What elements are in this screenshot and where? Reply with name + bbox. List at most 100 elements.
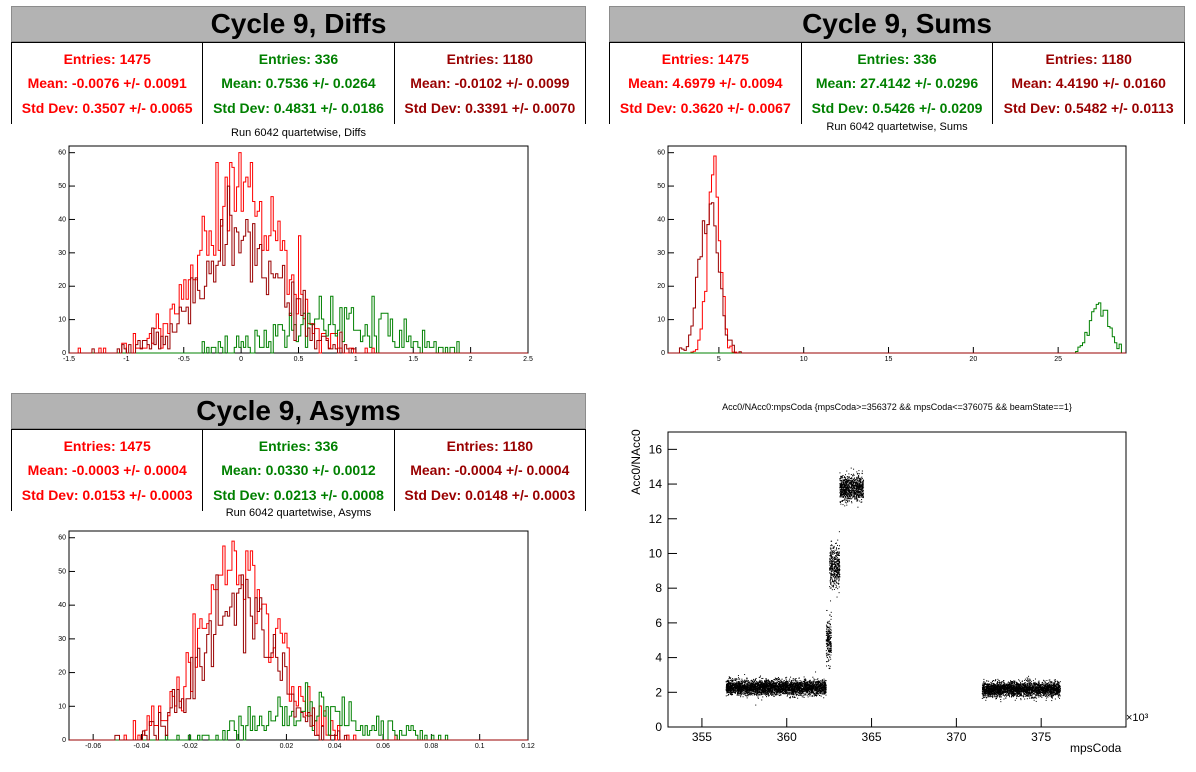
y-tick-label: 20 xyxy=(657,283,665,290)
y-tick-label: 0 xyxy=(62,350,66,357)
entries-label: Entries: 1180 xyxy=(446,438,534,455)
x-tick-label: 365 xyxy=(862,730,882,744)
y-tick-label: 60 xyxy=(657,150,665,157)
x-tick-label: 15 xyxy=(885,356,893,363)
entries-label: Entries: 336 xyxy=(258,51,339,68)
x-tick-label: 375 xyxy=(1031,730,1051,744)
y-tick-label: 12 xyxy=(649,512,663,526)
std-label: Std Dev: 0.5426 +/- 0.0209 xyxy=(811,99,983,116)
mean-label: Mean: -0.0003 +/- 0.0004 xyxy=(27,462,187,479)
x-tick-label: 370 xyxy=(946,730,966,744)
std-label: Std Dev: 0.0213 +/- 0.0008 xyxy=(213,486,384,503)
entries-label: Entries: 1475 xyxy=(63,51,151,68)
y-tick-label: 60 xyxy=(58,535,66,542)
histogram-series-2 xyxy=(69,185,528,354)
y-tick-label: 2 xyxy=(655,685,662,699)
y-tick-label: 30 xyxy=(657,250,665,257)
x-tick-label: 0.06 xyxy=(376,743,390,750)
stats-column: Entries: 1180 Mean: -0.0102 +/- 0.0099 S… xyxy=(395,43,585,124)
y-tick-label: 30 xyxy=(58,250,66,257)
std-label: Std Dev: 0.4831 +/- 0.0186 xyxy=(213,99,384,116)
y-tick-label: 4 xyxy=(655,651,662,665)
x-tick-label: -0.02 xyxy=(182,743,198,750)
y-tick-label: 0 xyxy=(62,737,66,744)
entries-label: Entries: 1180 xyxy=(1045,51,1132,68)
scatter-exponent: ×10³ xyxy=(1126,712,1149,724)
x-tick-label: 0.04 xyxy=(328,743,342,750)
x-tick-label: 0.5 xyxy=(294,356,304,363)
x-tick-label: 1 xyxy=(354,356,358,363)
y-tick-label: 0 xyxy=(655,720,662,734)
scatter-ylabel: Acc0/NAcc0 xyxy=(629,429,643,495)
x-tick-label: 10 xyxy=(800,356,808,363)
scatter-cluster-3 xyxy=(839,467,865,508)
x-tick-label: 0.1 xyxy=(475,743,485,750)
mean-label: Mean: 0.7536 +/- 0.0264 xyxy=(221,75,376,92)
y-tick-label: 50 xyxy=(58,183,66,190)
asyms-panel: Cycle 9, Asyms Entries: 1475 Mean: -0.00… xyxy=(11,393,586,771)
mean-label: Mean: -0.0004 +/- 0.0004 xyxy=(410,462,570,479)
std-label: Std Dev: 0.3620 +/- 0.0067 xyxy=(619,99,791,116)
y-tick-label: 40 xyxy=(58,216,66,223)
sums-title: Cycle 9, Sums xyxy=(609,6,1185,42)
x-tick-label: 360 xyxy=(777,730,797,744)
stats-column: Entries: 1475 Mean: -0.0076 +/- 0.0091 S… xyxy=(12,43,204,124)
x-tick-label: 2 xyxy=(469,356,473,363)
x-tick-label: 20 xyxy=(969,356,977,363)
std-label: Std Dev: 0.0153 +/- 0.0003 xyxy=(21,486,193,503)
y-tick-label: 50 xyxy=(657,183,665,190)
mean-label: Mean: -0.0076 +/- 0.0091 xyxy=(27,75,187,92)
std-label: Std Dev: 0.3507 +/- 0.0065 xyxy=(21,99,193,116)
x-tick-label: -0.04 xyxy=(133,743,149,750)
chart-subtitle: Run 6042 quartetwise, Sums xyxy=(826,121,968,133)
x-tick-label: 2.5 xyxy=(523,356,533,363)
diffs-title: Cycle 9, Diffs xyxy=(11,6,586,42)
mean-label: Mean: 0.0330 +/- 0.0012 xyxy=(221,462,376,479)
y-tick-label: 40 xyxy=(657,216,665,223)
sums-panel: Cycle 9, Sums Entries: 1475 Mean: 4.6979… xyxy=(609,6,1185,384)
histogram-series-2 xyxy=(69,574,528,741)
stats-column: Entries: 336 Mean: 0.0330 +/- 0.0012 Std… xyxy=(203,430,395,511)
y-tick-label: 6 xyxy=(655,616,662,630)
entries-label: Entries: 1475 xyxy=(63,438,151,455)
std-label: Std Dev: 0.0148 +/- 0.0003 xyxy=(404,486,576,503)
x-tick-label: -1.5 xyxy=(63,356,75,363)
scatter-xlabel: mpsCoda xyxy=(1070,741,1122,755)
entries-label: Entries: 336 xyxy=(857,51,937,68)
x-tick-label: 0 xyxy=(236,743,240,750)
y-tick-label: 10 xyxy=(58,703,66,710)
y-tick-label: 10 xyxy=(58,317,66,324)
x-tick-label: 0 xyxy=(239,356,243,363)
y-tick-label: 16 xyxy=(649,442,663,456)
chart-subtitle: Run 6042 quartetwise, Diffs xyxy=(231,127,366,139)
x-tick-label: 0.12 xyxy=(521,743,535,750)
x-tick-label: 355 xyxy=(692,730,712,744)
y-tick-label: 60 xyxy=(58,150,66,157)
x-tick-label: -0.06 xyxy=(85,743,101,750)
histogram-series-2 xyxy=(668,202,1126,354)
x-tick-label: -1 xyxy=(123,356,129,363)
stats-column: Entries: 1475 Mean: 4.6979 +/- 0.0094 St… xyxy=(610,43,802,124)
mean-label: Mean: -0.0102 +/- 0.0099 xyxy=(410,75,570,92)
x-tick-label: -0.5 xyxy=(178,356,190,363)
plot-frame xyxy=(68,530,529,741)
stats-column: Entries: 1180 Mean: -0.0004 +/- 0.0004 S… xyxy=(395,430,585,511)
x-tick-label: 25 xyxy=(1054,356,1062,363)
entries-label: Entries: 1180 xyxy=(446,51,534,68)
diffs-stats-box: Entries: 1475 Mean: -0.0076 +/- 0.0091 S… xyxy=(11,42,586,124)
histogram-series-0 xyxy=(69,152,528,354)
mean-label: Mean: 4.6979 +/- 0.0094 xyxy=(628,75,783,92)
y-tick-label: 50 xyxy=(58,568,66,575)
chart-subtitle: Run 6042 quartetwise, Asyms xyxy=(225,507,372,519)
std-label: Std Dev: 0.3391 +/- 0.0070 xyxy=(404,99,576,116)
scatter-cluster-0 xyxy=(725,671,827,706)
y-tick-label: 30 xyxy=(58,636,66,643)
y-tick-label: 20 xyxy=(58,283,66,290)
asyms-title: Cycle 9, Asyms xyxy=(11,393,586,429)
stats-column: Entries: 336 Mean: 27.4142 +/- 0.0296 St… xyxy=(802,43,994,124)
plot-frame xyxy=(667,431,1127,728)
scatter-title: Acc0/NAcc0:mpsCoda {mpsCoda>=356372 && m… xyxy=(722,402,1072,412)
stats-column: Entries: 336 Mean: 0.7536 +/- 0.0264 Std… xyxy=(203,43,395,124)
y-tick-label: 10 xyxy=(649,546,663,560)
